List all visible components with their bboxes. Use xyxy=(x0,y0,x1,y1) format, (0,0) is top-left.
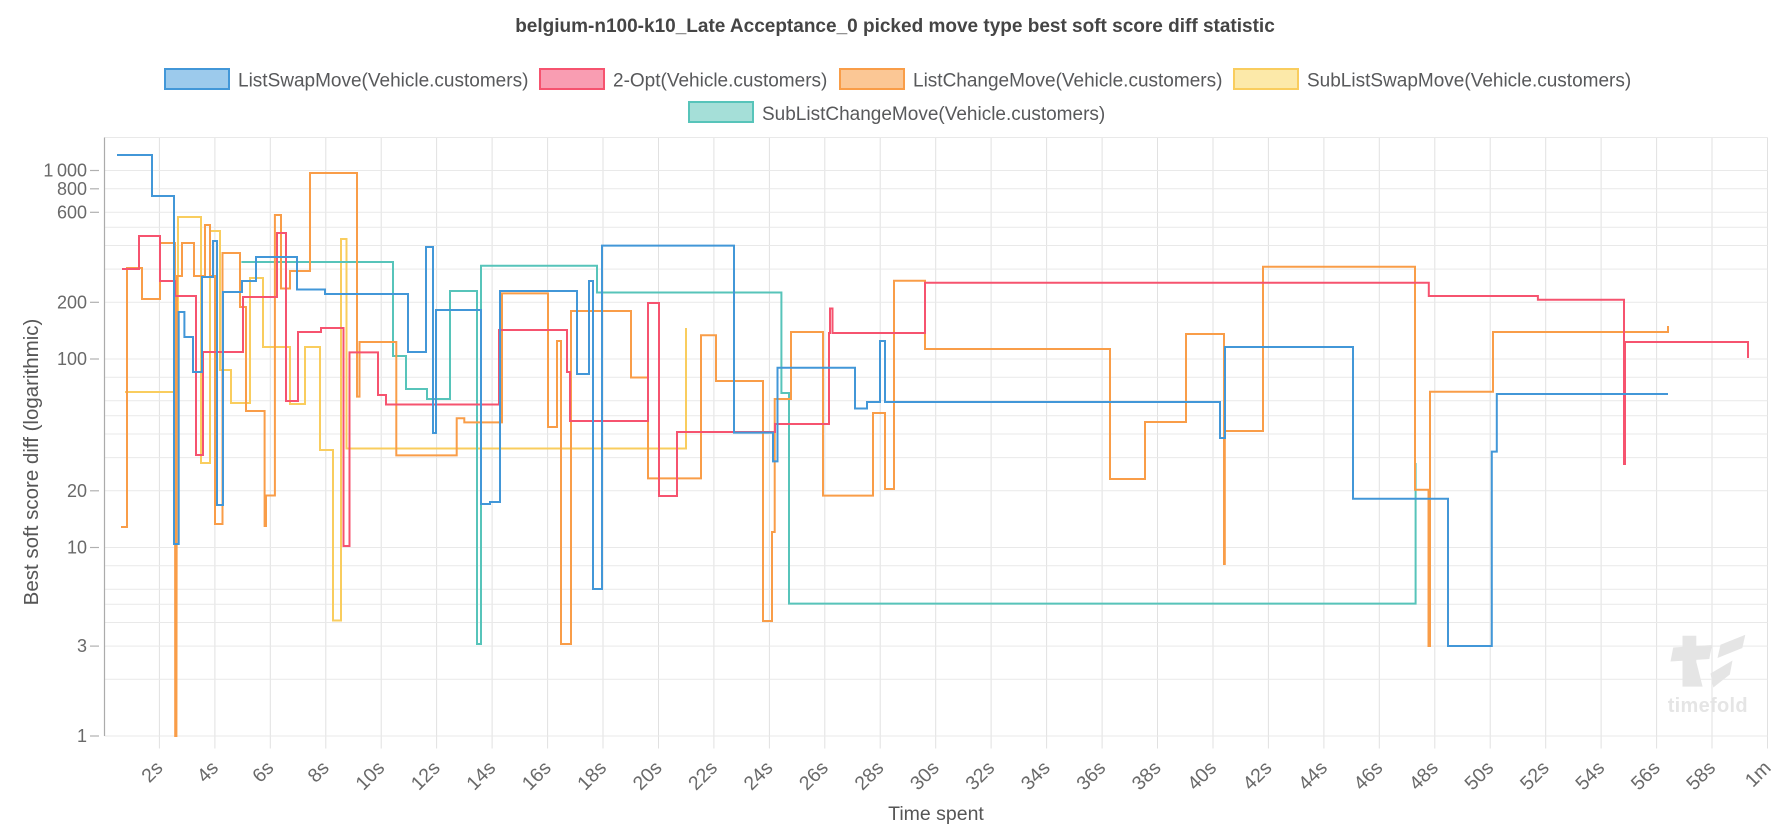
svg-text:Time spent: Time spent xyxy=(888,803,984,825)
svg-text:1 000: 1 000 xyxy=(43,161,87,181)
svg-text:20: 20 xyxy=(67,481,87,501)
svg-text:800: 800 xyxy=(57,179,87,199)
svg-text:10: 10 xyxy=(67,538,87,558)
svg-text:2-Opt(Vehicle.customers): 2-Opt(Vehicle.customers) xyxy=(613,71,827,92)
svg-text:1: 1 xyxy=(77,726,87,746)
svg-text:100: 100 xyxy=(57,349,87,369)
svg-text:ListSwapMove(Vehicle.customers: ListSwapMove(Vehicle.customers) xyxy=(238,71,528,92)
svg-text:belgium-n100-k10_Late Acceptan: belgium-n100-k10_Late Acceptance_0 picke… xyxy=(515,16,1275,37)
svg-text:timefold: timefold xyxy=(1668,695,1748,717)
svg-text:3: 3 xyxy=(77,636,87,656)
svg-text:SubListChangeMove(Vehicle.cust: SubListChangeMove(Vehicle.customers) xyxy=(762,104,1105,125)
svg-text:ListChangeMove(Vehicle.custome: ListChangeMove(Vehicle.customers) xyxy=(913,71,1222,92)
svg-text:Best soft score diff (logarith: Best soft score diff (logarithmic) xyxy=(20,319,43,606)
svg-text:600: 600 xyxy=(57,202,87,222)
svg-text:SubListSwapMove(Vehicle.custom: SubListSwapMove(Vehicle.customers) xyxy=(1307,71,1631,92)
svg-text:200: 200 xyxy=(57,292,87,312)
